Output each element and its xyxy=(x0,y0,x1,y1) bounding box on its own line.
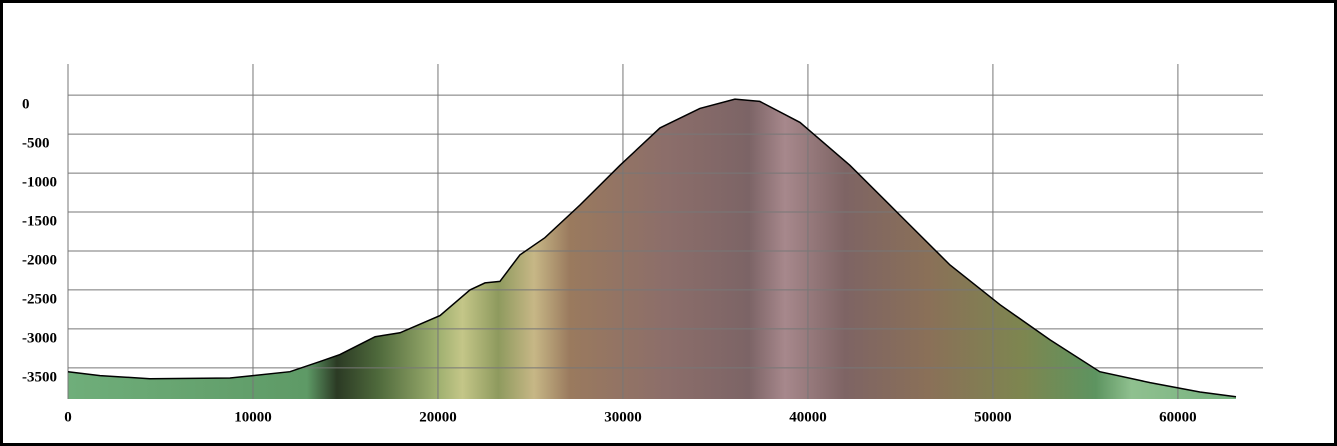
y-tick-label: -2000 xyxy=(22,252,57,268)
x-tick-label: 30000 xyxy=(604,409,642,425)
y-tick-label: -3000 xyxy=(22,330,57,346)
x-tick-label: 50000 xyxy=(974,409,1012,425)
y-tick-label: -3500 xyxy=(22,369,57,385)
y-tick-label: 0 xyxy=(22,97,30,113)
x-tick-label: 10000 xyxy=(234,409,272,425)
x-tick-label: 40000 xyxy=(789,409,827,425)
x-tick-label: 60000 xyxy=(1159,409,1197,425)
x-tick-label: 0 xyxy=(64,409,72,425)
profile-line xyxy=(67,98,1237,398)
area-fill xyxy=(68,99,1236,399)
x-tick-label: 20000 xyxy=(419,409,457,425)
y-tick-label: -2500 xyxy=(22,291,57,307)
y-tick-label: -1000 xyxy=(22,175,57,191)
y-tick-label: -500 xyxy=(22,136,50,152)
y-tick-label: -1500 xyxy=(22,213,57,229)
